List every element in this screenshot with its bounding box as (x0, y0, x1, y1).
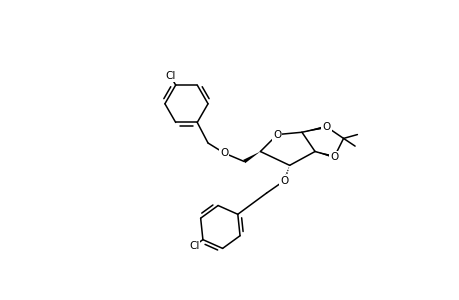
Text: O: O (322, 122, 330, 132)
Text: O: O (280, 176, 288, 186)
Text: Cl: Cl (189, 241, 199, 251)
Polygon shape (243, 152, 260, 163)
Polygon shape (314, 152, 334, 158)
Polygon shape (301, 125, 326, 132)
Text: O: O (273, 130, 281, 140)
Text: O: O (219, 148, 228, 158)
Text: Cl: Cl (165, 71, 175, 81)
Text: O: O (330, 152, 338, 162)
